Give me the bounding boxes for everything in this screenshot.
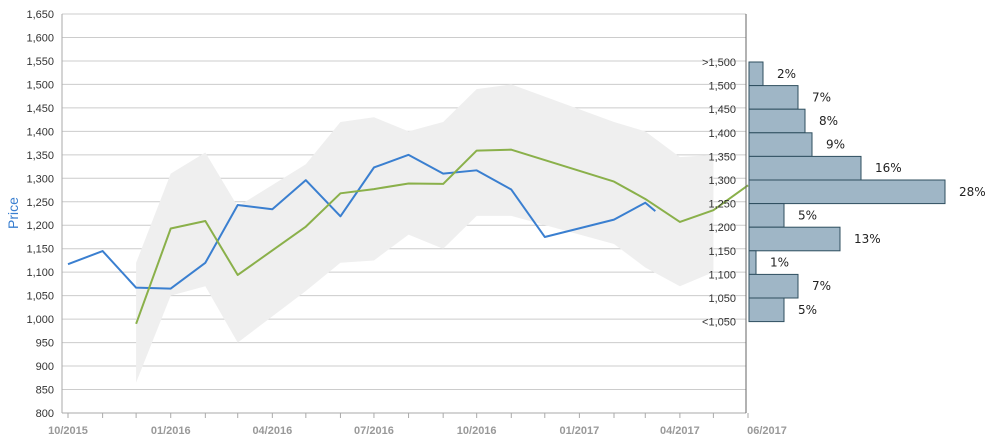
x-tick-label: 04/2016 <box>252 425 292 437</box>
histogram-bar <box>748 179 946 205</box>
y-tick-label: 1,200 <box>26 220 54 232</box>
range-band-area <box>136 84 714 383</box>
x-tick-label: 01/2016 <box>151 425 191 437</box>
histogram-bin-label: 1,100 <box>708 269 736 281</box>
y-tick-label: 1,250 <box>26 197 54 209</box>
histogram-bin-label: 1,350 <box>708 151 736 163</box>
histogram-bar <box>748 132 813 157</box>
y-tick-label: 850 <box>36 385 54 397</box>
histogram-percent-label: 9% <box>826 138 845 152</box>
histogram-bin-label: 1,200 <box>708 222 736 234</box>
x-tick-label: 01/2017 <box>560 425 600 437</box>
histogram-percent-label: 7% <box>812 90 831 104</box>
histogram-percent-label: 28% <box>959 185 986 199</box>
histogram-bar <box>748 61 764 87</box>
y-tick-label: 1,400 <box>26 126 54 138</box>
histogram-bar <box>748 108 806 134</box>
y-tick-label: 1,150 <box>26 244 54 256</box>
histogram-percent-label: 16% <box>875 161 902 175</box>
histogram-bar <box>748 155 862 181</box>
histogram-bin-label: 1,250 <box>708 199 736 211</box>
histogram-bin-label: 1,300 <box>708 175 736 187</box>
axes: 800 850 900 950 1,000 1,050 1,100 1,150 1,200 1,2… <box>26 9 786 437</box>
histogram-percent-label: 5% <box>798 303 817 317</box>
y-tick-label: 1,100 <box>26 267 54 279</box>
histogram-bar <box>748 273 799 299</box>
histogram-bin-label: 1,050 <box>708 293 736 305</box>
histogram-bin-label: 1,400 <box>708 128 736 140</box>
histogram-percent-label: 2% <box>777 67 796 81</box>
y-tick-label: 1,000 <box>26 314 54 326</box>
histogram-bar <box>748 250 757 275</box>
x-tick-label: 10/2016 <box>457 425 497 437</box>
histogram-bar <box>748 297 785 323</box>
x-tick-label: 04/2017 <box>660 425 700 437</box>
forecast-range-band <box>136 84 714 383</box>
y-tick-label: 1,650 <box>26 9 54 21</box>
y-tick-label: 1,600 <box>26 32 54 44</box>
histogram-percent-label: 5% <box>798 208 817 222</box>
histogram-bin-label: 1,450 <box>708 104 736 116</box>
histogram-bin-label: 1,150 <box>708 246 736 258</box>
histogram-percent-label: 8% <box>819 114 838 128</box>
y-tick-label: 1,050 <box>26 291 54 303</box>
x-tick-label: 07/2016 <box>354 425 394 437</box>
histogram-bin-label: <1,050 <box>702 317 736 329</box>
x-tick-label: 10/2015 <box>48 425 88 437</box>
y-tick-label: 800 <box>36 408 54 420</box>
series-line-2 <box>135 148 749 325</box>
y-tick-label: 1,300 <box>26 173 54 185</box>
histogram-bar <box>748 85 799 110</box>
histogram-percent-label: 13% <box>854 232 881 246</box>
price-lines <box>67 148 749 325</box>
y-axis-label: Price <box>5 197 21 229</box>
y-tick-label: 1,550 <box>26 56 54 68</box>
histogram-percent-label: 1% <box>770 256 789 270</box>
histogram-bar <box>748 226 841 252</box>
y-tick-label: 950 <box>36 338 54 350</box>
y-tick-label: 900 <box>36 361 54 373</box>
y-tick-label: 1,500 <box>26 79 54 91</box>
y-tick-label: 1,450 <box>26 103 54 115</box>
histogram-percent-label: 7% <box>812 279 831 293</box>
histogram-bin-label: 1,500 <box>708 81 736 93</box>
histogram-bar <box>748 203 785 228</box>
x-tick-label: 06/2017 <box>747 425 787 437</box>
histogram-bin-label: >1,500 <box>702 57 736 69</box>
y-tick-label: 1,350 <box>26 150 54 162</box>
distribution-histogram: >1,500 2% 1,500 7% 1,450 8% 1,400 9% 1,350 16% 1,3… <box>702 57 986 329</box>
